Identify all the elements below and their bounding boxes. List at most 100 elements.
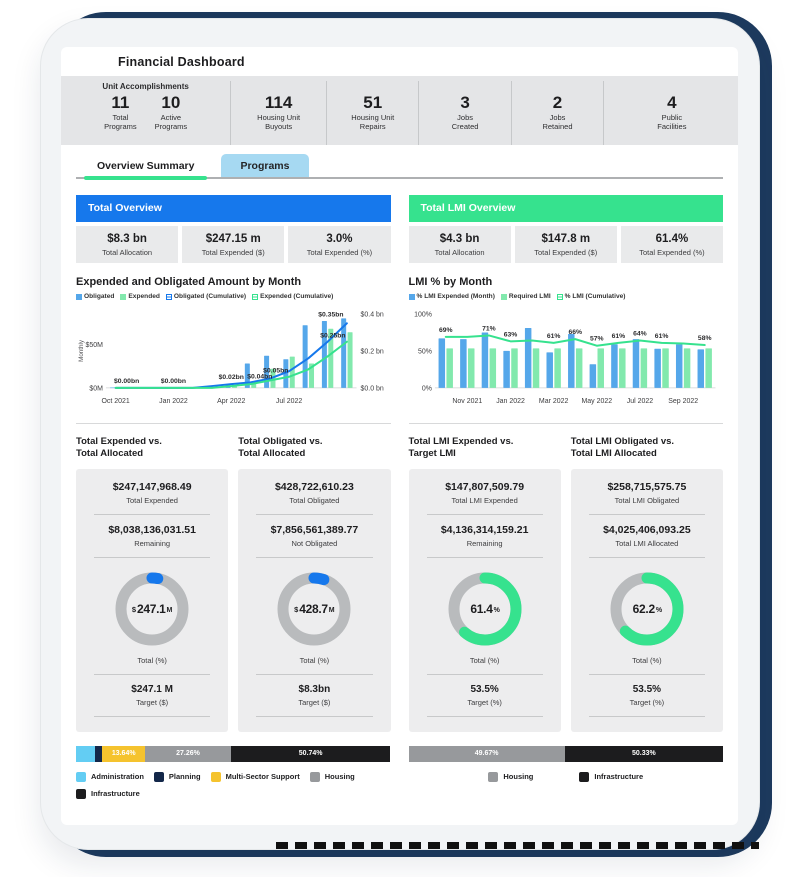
band-stat-public-facilities: 4 Public Facilities	[657, 93, 686, 131]
stat-box-value: 61.4%	[655, 233, 689, 245]
svg-text:Oct 2021: Oct 2021	[102, 398, 130, 405]
panel-stat-row: $4.3 bn Total Allocation $147.8 m Total Exp…	[408, 226, 724, 263]
tab-overview-summary[interactable]: Overview Summary	[84, 154, 208, 180]
band-stat-value: 11	[111, 93, 130, 112]
stat-box-value: $147.8 m	[541, 233, 591, 245]
band-title: Unit Accomplishments	[102, 82, 189, 91]
card-divider	[94, 556, 211, 558]
gauge-metric-value: $147,807,509.79	[445, 480, 525, 493]
card-divider	[256, 673, 373, 675]
gauge-card-title: Total LMI Obligated vs. Total LMI Alloca…	[570, 435, 675, 460]
legend-item-expended: Expended	[120, 293, 160, 300]
stat-box-total-allocation: $8.3 bn Total Allocation	[76, 226, 179, 263]
legend-swatch	[500, 293, 507, 300]
donut-center-value: $247.1 M	[110, 567, 194, 651]
donut-label: Total (%)	[137, 655, 167, 665]
gauge-cards-row: Total LMI Expended vs. Target LMI $147,80…	[408, 435, 723, 732]
band-group: 51 Housing Unit Repairs	[327, 81, 420, 145]
band-group: 3 Jobs Created	[419, 81, 512, 145]
gauge-metric-value: $428,722,610.23	[274, 480, 354, 493]
svg-text:$0.00bn: $0.00bn	[114, 378, 139, 385]
legend-item-obligated-cumulative: Obligated (Cumulative)	[165, 293, 246, 300]
svg-text:$0.25bn: $0.25bn	[320, 333, 345, 340]
donut-prefix: $	[131, 605, 137, 615]
allocation-legend-infrastructure: Infrastructure	[76, 788, 140, 799]
legend-swatch	[120, 293, 127, 300]
gauge-card-body: $247,147,968.49 Total Expended $8,038,136,…	[76, 468, 229, 732]
stat-box-label: Total Expended (%)	[306, 248, 373, 257]
gauge-metric-value: $4,025,406,093.25	[603, 523, 691, 536]
svg-text:100%: 100%	[414, 311, 432, 318]
svg-text:58%: 58%	[697, 335, 711, 342]
legend-swatch	[153, 771, 164, 782]
donut-label: Total (%)	[299, 655, 330, 665]
band-stat-jobs-created: 3 Jobs Created	[452, 93, 479, 131]
svg-text:61%: 61%	[654, 333, 668, 340]
allocation-legend-administration: Administration	[76, 771, 144, 782]
allocation-legend-housing: Housing	[488, 771, 533, 782]
donut-suffix: %	[493, 607, 500, 615]
stat-box-total-expended: $247.15 m Total Expended ($)	[182, 226, 285, 263]
band-group: 4 Public Facilities	[604, 81, 739, 145]
band-stat-label: Jobs Retained	[542, 113, 573, 131]
legend-swatch	[408, 293, 415, 300]
band-stat-housing-unit-repairs: 51 Housing Unit Repairs	[351, 93, 394, 131]
card-divider	[256, 556, 373, 558]
legend-item-obligated: Obligated	[76, 293, 114, 300]
stat-box-label: Total Allocation	[102, 248, 153, 257]
gauge-metric-value: $8,038,136,031.51	[108, 523, 196, 536]
allocation-legend-infrastructure: Infrastructure	[579, 771, 643, 782]
svg-text:Apr 2022: Apr 2022	[217, 398, 245, 405]
svg-text:May 2022: May 2022	[581, 398, 612, 405]
svg-text:$0.00bn: $0.00bn	[161, 378, 186, 385]
gauge-card: Total Expended vs. Total Allocated $247,1…	[76, 436, 229, 732]
donut-ring	[448, 572, 522, 646]
band-stat-value: 4	[667, 93, 677, 112]
chart-lmi-pct-by-month: 0% 50% 100% 69% 71% 63% 61% 66% 57% 61% 64% 61% 58% N…	[414, 311, 716, 405]
donut-label: Total (%)	[469, 655, 500, 665]
card-divider	[588, 513, 705, 515]
svg-text:50%: 50%	[418, 348, 432, 355]
stacked-segment-housing: 49.67%	[408, 745, 565, 762]
svg-text:$0.35bn: $0.35bn	[318, 311, 343, 318]
donut-value: 428.7	[299, 601, 328, 616]
svg-text:$0.04bn: $0.04bn	[247, 373, 272, 380]
svg-text:Jul 2022: Jul 2022	[626, 398, 652, 405]
stacked-segment-multi-sector-support: 13.64%	[102, 745, 146, 762]
band-stat-label: Public Facilities	[657, 113, 687, 131]
allocation-legend-planning: Planning	[153, 771, 201, 782]
band-stat-value: 114	[264, 93, 293, 112]
svg-text:Jan 2022: Jan 2022	[496, 398, 525, 405]
gauge-card-title: Total Obligated vs. Total Allocated	[238, 435, 323, 460]
gauge-metric-label: Total LMI Expended	[451, 495, 518, 505]
stat-box-total-expended: 61.4% Total Expended (%)	[620, 226, 724, 263]
svg-text:$0.0 bn: $0.0 bn	[361, 385, 384, 392]
allocation-stacked-bar: 49.67% 50.33%	[408, 745, 724, 762]
donut-suffix: M	[328, 607, 335, 615]
stacked-segment-administration	[76, 745, 96, 762]
target-label: Target (%)	[629, 697, 665, 707]
card-divider	[256, 513, 373, 515]
svg-text:61%: 61%	[611, 333, 625, 340]
legend-swatch	[76, 771, 86, 782]
gauge-card-body: $428,722,610.23 Total Obligated $7,856,561…	[238, 468, 391, 732]
donut-prefix: $	[294, 605, 299, 615]
target-value: $8.3bn	[298, 683, 331, 695]
svg-text:63%: 63%	[503, 331, 517, 338]
svg-text:$50M: $50M	[86, 342, 104, 349]
legend-line-swatch	[556, 293, 563, 300]
panel-header-lmi: Total LMI Overview	[408, 195, 723, 222]
chart-title-lmi: LMI % by Month	[408, 276, 493, 288]
stat-box-total-expended: $147.8 m Total Expended ($)	[514, 226, 617, 263]
tab-programs[interactable]: Programs	[221, 154, 309, 177]
legend-line-swatch	[165, 293, 172, 300]
panel-lmi: Total LMI Overview $4.3 bn Total Allocatio…	[408, 195, 724, 799]
stat-box-total-allocation: $4.3 bn Total Allocation	[408, 226, 511, 263]
legend-item-expended-cumulative: Expended (Cumulative)	[252, 293, 333, 300]
allocation-stacked-bar: 13.64% 27.26% 50.74%	[76, 745, 391, 762]
gauge-metric-value: $258,715,575.75	[607, 480, 687, 493]
chart-legend: % LMI Expended (Month) Required LMI % LMI …	[408, 293, 724, 300]
allocation-legend-multi-sector-support: Multi-Sector Support	[210, 771, 300, 782]
band-stat-label: Housing Unit Repairs	[351, 113, 395, 131]
